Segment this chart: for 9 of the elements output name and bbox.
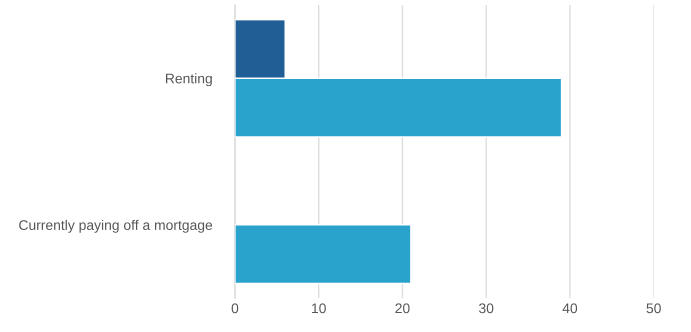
y-tick-label: Currently paying off a mortgage bbox=[19, 220, 212, 233]
y-tick-label: Renting bbox=[166, 73, 212, 86]
x-tick-label: 0 bbox=[232, 303, 238, 314]
x-tick-label: 20 bbox=[395, 303, 410, 314]
bar bbox=[234, 224, 412, 284]
x-tick-label: 40 bbox=[562, 303, 578, 314]
x-tick-label: 10 bbox=[312, 303, 326, 314]
x-tick-label: 30 bbox=[478, 303, 494, 314]
x-tick-label: 50 bbox=[646, 303, 661, 314]
